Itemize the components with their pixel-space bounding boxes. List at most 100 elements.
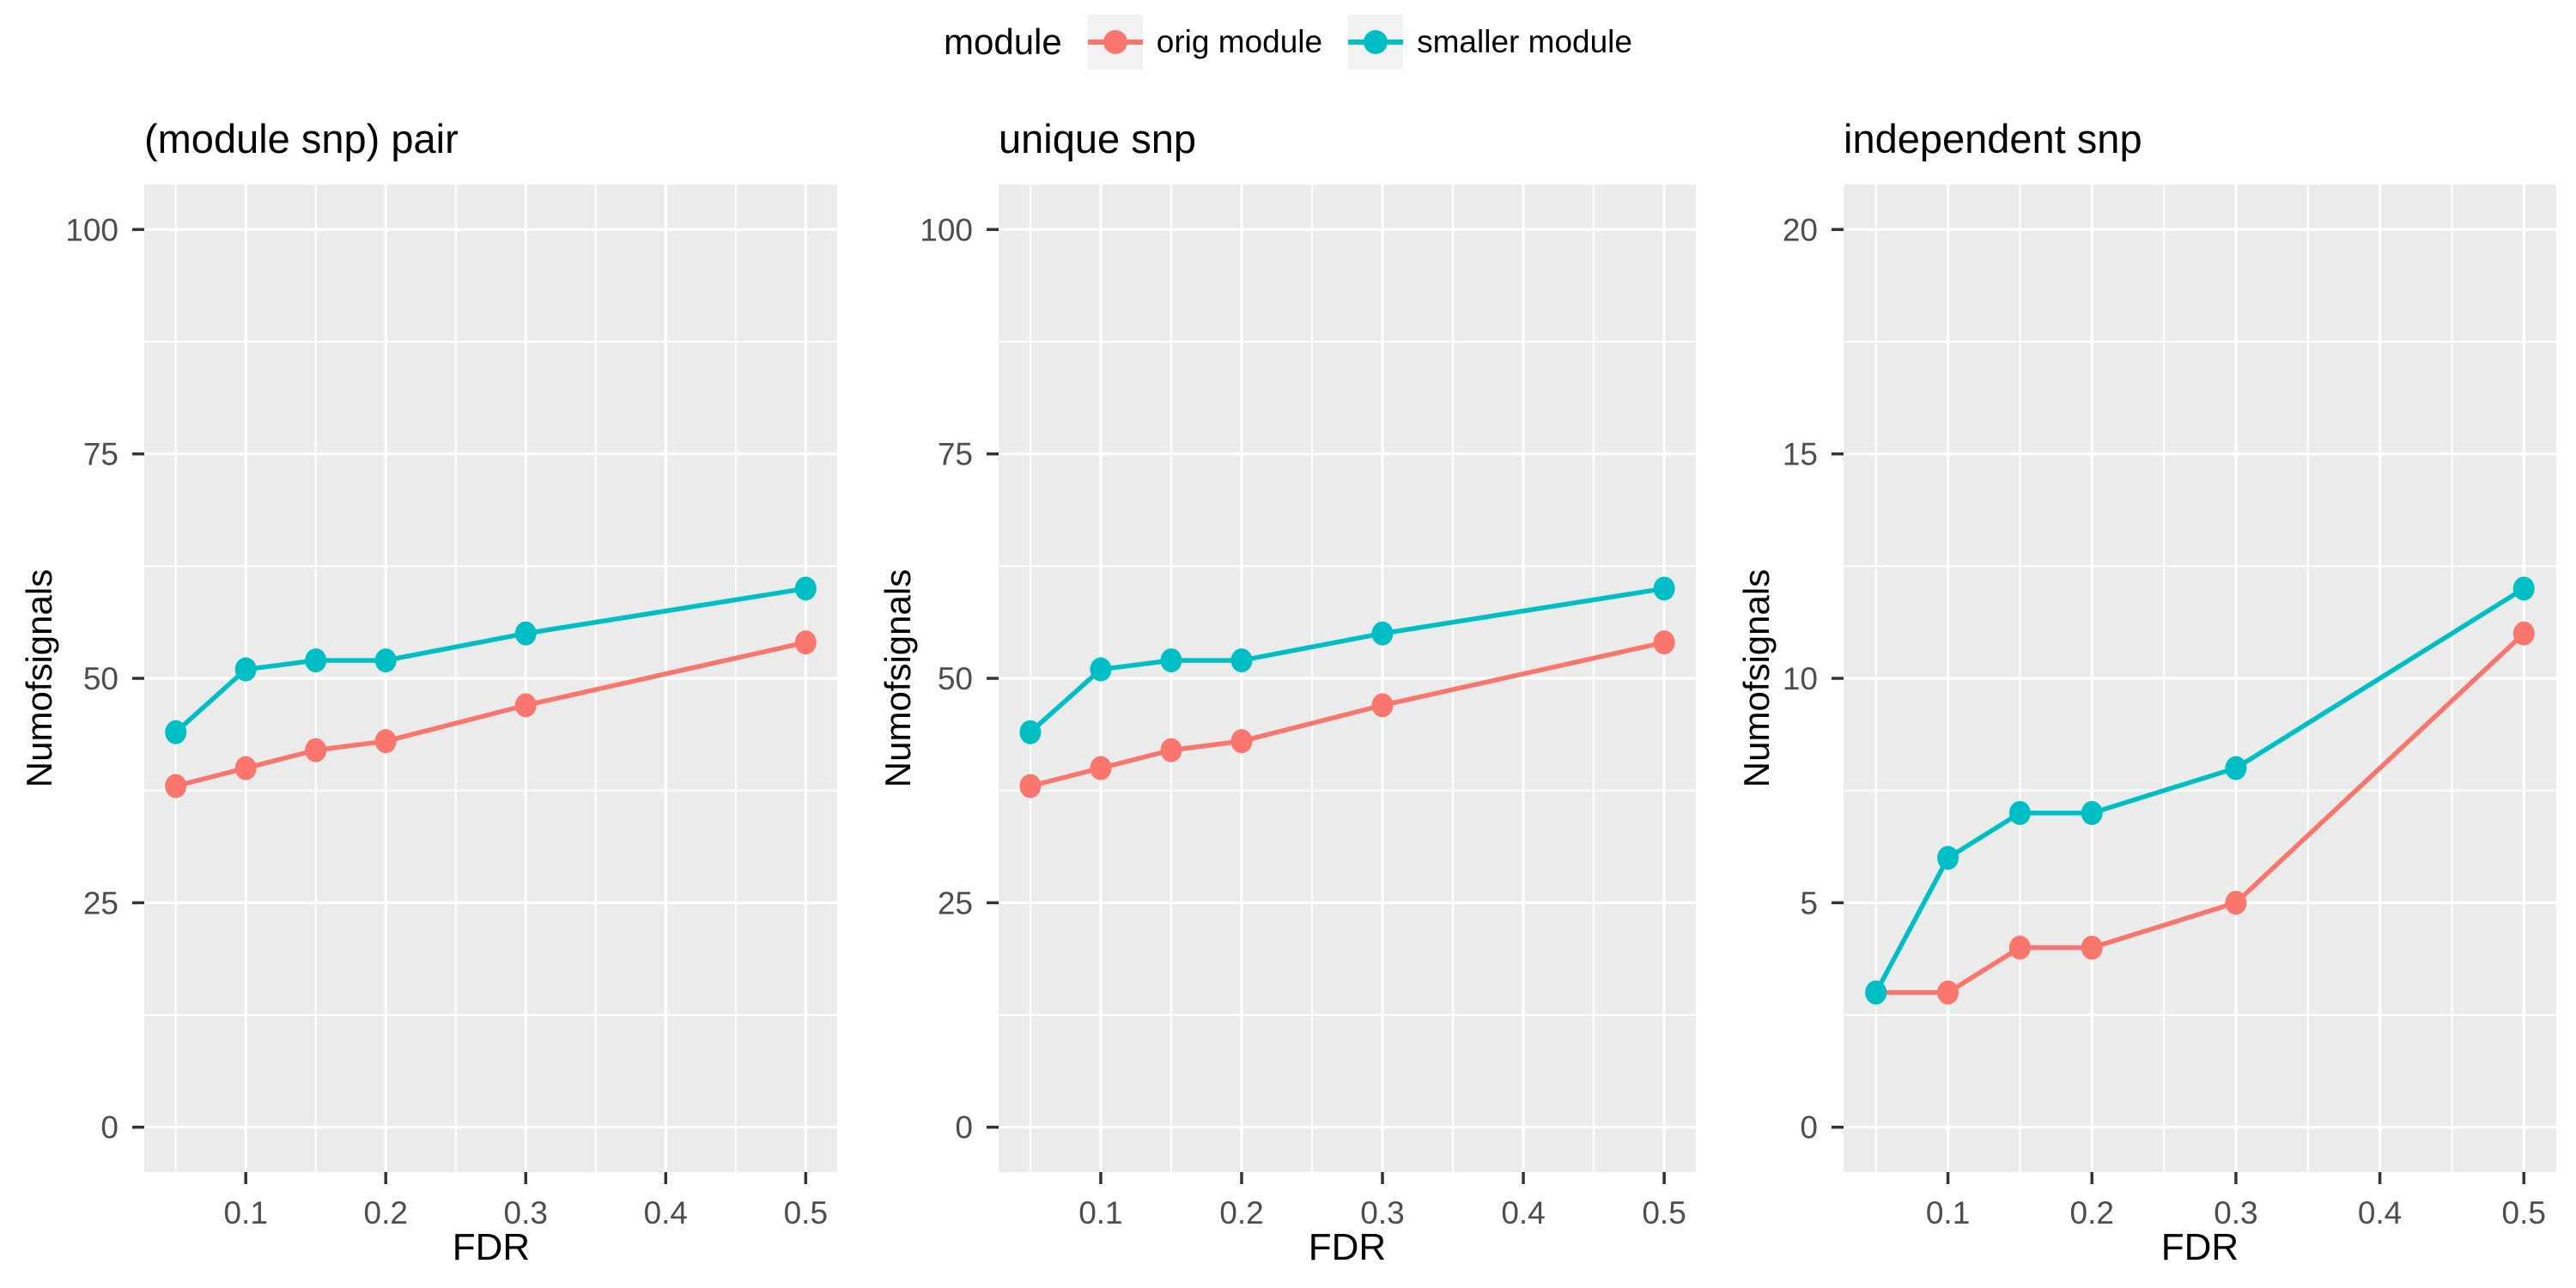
x-tick-label: 0.3: [1360, 1195, 1404, 1230]
y-tick-label: 0: [100, 1110, 118, 1145]
data-point: [1371, 693, 1394, 718]
data-point: [2008, 800, 2031, 825]
y-tick-label: 15: [1783, 437, 1818, 472]
panel-canvas: 0.1 0.2 0.3 0.4 0.5 0 5 10 15 20: [1783, 185, 2556, 1230]
x-tick-label: 0.4: [1501, 1195, 1545, 1230]
legend-point-glyph: [1364, 30, 1388, 54]
data-point: [1937, 846, 1959, 871]
data-point: [1090, 756, 1112, 781]
x-tick-label: 0.2: [1219, 1195, 1263, 1230]
data-point: [1371, 621, 1394, 646]
data-point: [514, 621, 537, 646]
series-line-smaller-module: [1873, 586, 2527, 995]
legend: module orig module smaller module: [0, 9, 2576, 76]
data-point: [2081, 935, 2103, 960]
panel-title: independent snp: [1844, 116, 2142, 161]
data-point: [234, 756, 257, 781]
panel-canvas: 0.1 0.2 0.3 0.4 0.5 0 25 50 75 100: [920, 185, 1696, 1230]
panel-independent-snp: 0.1 0.2 0.3 0.4 0.5 0 5 10 15 20 independent snp …: [1717, 0, 2576, 1288]
data-point: [2008, 935, 2031, 960]
data-point: [1865, 980, 1887, 1005]
data-point: [794, 630, 817, 655]
x-tick-label: 0.2: [364, 1195, 408, 1230]
data-point: [305, 648, 327, 673]
legend-label: orig module: [1156, 24, 1323, 59]
data-point: [2512, 576, 2535, 601]
data-point: [1653, 630, 1675, 655]
y-tick-label: 0: [1800, 1110, 1818, 1145]
data-point: [1230, 648, 1253, 673]
panel-unique-snp: 0.1 0.2 0.3 0.4 0.5 0 25 50 75 100 unique snp Num…: [859, 0, 1717, 1288]
data-point: [2225, 756, 2247, 781]
x-tick-label: 0.4: [644, 1195, 688, 1230]
legend-key-smaller-module-icon: [1348, 15, 1404, 70]
x-tick-label: 0.3: [504, 1195, 548, 1230]
x-tick-label: 0.5: [2502, 1195, 2546, 1230]
series-points-orig-module: [165, 630, 817, 799]
data-point: [374, 729, 397, 754]
panel-canvas: 0.1 0.2 0.3 0.4 0.5 0 25 50 75 100: [65, 185, 837, 1230]
y-tick-label: 25: [938, 885, 973, 920]
series-points-smaller-module: [165, 576, 817, 744]
y-tick-label: 10: [1783, 661, 1818, 696]
data-point: [1160, 738, 1182, 762]
x-axis-label: FDR: [2160, 1226, 2239, 1268]
series-line-orig-module: [1873, 630, 2527, 995]
data-point: [794, 576, 817, 601]
x-tick-label: 0.4: [2358, 1195, 2402, 1230]
data-point: [2512, 621, 2535, 646]
legend-label: smaller module: [1417, 24, 1632, 59]
x-tick-label: 0.1: [223, 1195, 267, 1230]
tick-labels: 0.1 0.2 0.3 0.4 0.5 0 5 10 15 20: [1783, 212, 2546, 1230]
y-tick-label: 100: [920, 212, 973, 247]
panel-module-snp-pair: 0.1 0.2 0.3 0.4 0.5 0 25 50 75 100 (module snp) p…: [0, 0, 859, 1288]
series-points-smaller-module: [1865, 576, 2535, 1005]
y-tick-label: 50: [938, 661, 973, 696]
axis-ticks: [132, 228, 808, 1184]
tick-labels: 0.1 0.2 0.3 0.4 0.5 0 25 50 75 100: [920, 212, 1686, 1230]
data-point: [165, 774, 187, 799]
data-point: [165, 720, 187, 744]
x-axis-label: FDR: [1308, 1226, 1387, 1268]
x-tick-label: 0.5: [784, 1195, 828, 1230]
data-point: [1019, 774, 1042, 799]
tick-labels: 0.1 0.2 0.3 0.4 0.5 0 25 50 75 100: [65, 212, 828, 1230]
data-point: [1653, 576, 1675, 601]
legend-key-orig-module-icon: [1087, 15, 1143, 70]
data-point: [1937, 980, 1959, 1005]
series-line-orig-module: [173, 640, 809, 789]
major-gridlines: [144, 185, 837, 1172]
y-axis-label: Numofsignals: [19, 568, 59, 788]
data-point: [1019, 720, 1042, 744]
data-point: [1090, 657, 1112, 682]
data-point: [305, 738, 327, 762]
data-point: [1160, 648, 1182, 673]
x-axis-label: FDR: [452, 1226, 531, 1268]
y-tick-label: 50: [83, 661, 118, 696]
y-tick-label: 75: [83, 437, 118, 472]
axis-ticks: [987, 228, 1666, 1184]
legend-item-orig-module: orig module: [1087, 15, 1323, 70]
panel-title: (module snp) pair: [144, 116, 459, 161]
data-point: [514, 693, 537, 718]
axis-ticks: [1832, 228, 2526, 1184]
legend-point-glyph: [1103, 30, 1127, 54]
y-tick-label: 20: [1783, 212, 1818, 247]
data-point: [1230, 729, 1253, 754]
x-tick-label: 0.1: [1078, 1195, 1122, 1230]
y-tick-label: 25: [83, 885, 118, 920]
x-tick-label: 0.1: [1926, 1195, 1970, 1230]
series-line-orig-module: [1028, 640, 1667, 789]
series-line-smaller-module: [173, 586, 809, 735]
data-point: [374, 648, 397, 673]
data-point: [2225, 890, 2247, 915]
x-tick-label: 0.5: [1642, 1195, 1686, 1230]
data-point: [234, 657, 257, 682]
series-points-smaller-module: [1019, 576, 1675, 744]
y-axis-label: Numofsignals: [878, 568, 918, 788]
y-tick-label: 5: [1800, 885, 1818, 920]
y-axis-label: Numofsignals: [1736, 568, 1777, 788]
legend-item-smaller-module: smaller module: [1348, 15, 1632, 70]
major-gridlines: [999, 185, 1696, 1172]
